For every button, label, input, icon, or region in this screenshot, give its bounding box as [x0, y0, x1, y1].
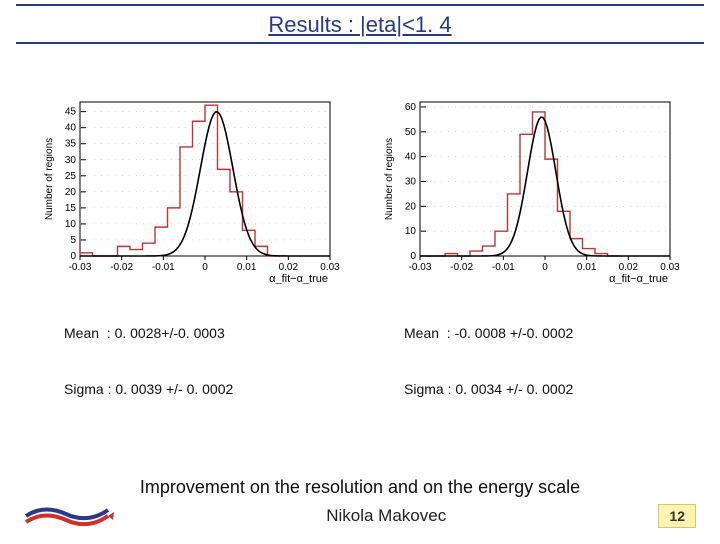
svg-text:40: 40: [405, 152, 417, 163]
svg-text:20: 20: [405, 201, 417, 212]
svg-text:60: 60: [405, 102, 417, 113]
footer: Nikola Makovec 12: [0, 500, 720, 532]
svg-text:α_fit−α_true: α_fit−α_true: [609, 273, 668, 284]
svg-text:Number of regions: Number of regions: [44, 138, 55, 220]
svg-text:Number of regions: Number of regions: [384, 138, 395, 220]
svg-text:0: 0: [202, 262, 208, 273]
svg-text:30: 30: [65, 155, 77, 166]
svg-text:0.01: 0.01: [237, 262, 257, 273]
stats-right: Mean : -0. 0008 +/-0. 0002 Sigma : 0. 00…: [404, 286, 573, 437]
svg-text:0: 0: [70, 251, 76, 262]
stats-left: Mean : 0. 0028+/-0. 0003 Sigma : 0. 0039…: [64, 286, 233, 437]
svg-text:0.02: 0.02: [279, 262, 299, 273]
svg-text:15: 15: [65, 203, 77, 214]
footer-name: Nikola Makovec: [114, 506, 658, 526]
svg-text:-0.02: -0.02: [110, 262, 133, 273]
svg-text:α_fit−α_true: α_fit−α_true: [269, 273, 328, 284]
page-number: 12: [658, 504, 696, 528]
svg-text:10: 10: [405, 226, 417, 237]
charts-row: 0 5 10 15 20 25 30 35 40 45 -0.03 -0.02 -0.01 0 0.01 0.…: [0, 94, 720, 437]
svg-text:30: 30: [405, 176, 417, 187]
mean-line: Mean : 0. 0028+/-0. 0003: [64, 324, 233, 343]
footer-logo: [24, 500, 114, 532]
svg-text:10: 10: [65, 219, 77, 230]
svg-text:25: 25: [65, 171, 77, 182]
svg-text:0.01: 0.01: [577, 262, 597, 273]
title-bar: Results : |eta|<1. 4: [16, 4, 704, 44]
svg-text:0: 0: [410, 251, 416, 262]
sigma-line: Sigma : 0. 0039 +/- 0. 0002: [64, 380, 233, 399]
svg-text:35: 35: [65, 139, 77, 150]
page-title: Results : |eta|<1. 4: [16, 12, 704, 38]
svg-text:0.03: 0.03: [660, 262, 680, 273]
chart-right-block: 0 10 20 30 40 50 60 -0.03 -0.02 -0.01 0 0.01 0.02 0.0…: [380, 94, 680, 437]
svg-text:45: 45: [65, 107, 77, 118]
svg-text:-0.01: -0.01: [152, 262, 175, 273]
chart-right: 0 10 20 30 40 50 60 -0.03 -0.02 -0.01 0 0.01 0.02 0.0…: [380, 94, 680, 284]
mean-line: Mean : -0. 0008 +/-0. 0002: [404, 324, 573, 343]
chart-left: 0 5 10 15 20 25 30 35 40 45 -0.03 -0.02 -0.01 0 0.01 0.…: [40, 94, 340, 284]
svg-text:0.02: 0.02: [619, 262, 639, 273]
chart-left-block: 0 5 10 15 20 25 30 35 40 45 -0.03 -0.02 -0.01 0 0.01 0.…: [40, 94, 340, 437]
svg-text:50: 50: [405, 127, 417, 138]
svg-text:-0.01: -0.01: [492, 262, 515, 273]
svg-text:20: 20: [65, 187, 77, 198]
svg-text:-0.02: -0.02: [450, 262, 473, 273]
sigma-line: Sigma : 0. 0034 +/- 0. 0002: [404, 380, 573, 399]
svg-text:-0.03: -0.03: [409, 262, 432, 273]
svg-text:5: 5: [70, 235, 76, 246]
svg-text:40: 40: [65, 123, 77, 134]
improvement-text: Improvement on the resolution and on the…: [0, 477, 720, 498]
svg-text:-0.03: -0.03: [69, 262, 92, 273]
svg-text:0: 0: [542, 262, 548, 273]
svg-text:0.03: 0.03: [320, 262, 340, 273]
